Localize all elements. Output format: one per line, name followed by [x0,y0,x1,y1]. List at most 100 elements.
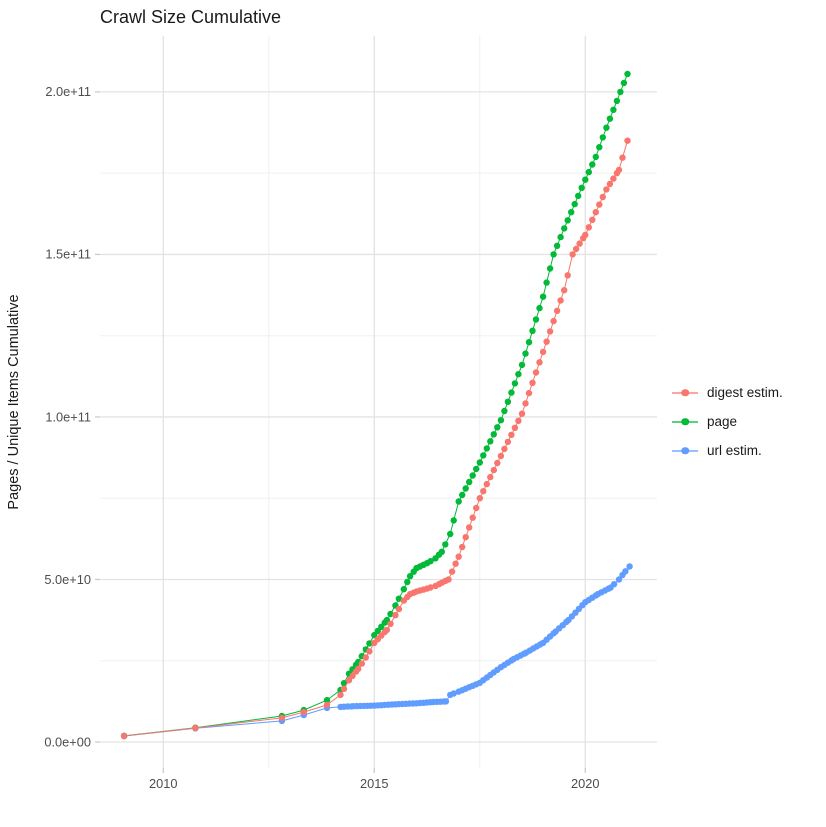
data-point [362,654,369,661]
data-point [497,452,505,460]
gridlines-minor [100,36,657,768]
data-point [473,465,480,473]
axis-ticks [95,91,586,773]
data-point [603,186,610,193]
data-point [578,184,585,191]
data-point [511,380,519,387]
data-point [490,466,497,474]
data-point [395,595,403,602]
data-point [515,417,522,424]
series-points-url-estim [120,563,633,740]
data-point [529,379,536,386]
data-point [543,338,550,345]
data-point [624,137,631,144]
data-point [589,216,596,223]
data-point [448,568,456,575]
data-point [615,166,623,174]
data-point [620,79,628,87]
data-point [525,389,533,397]
legend-item-url-estim: url estim. [672,436,783,465]
data-point [450,517,457,524]
y-tick-label: 5.0e+10 [44,572,91,587]
data-point [603,124,610,131]
legend-item-digest-estim: digest estim. [672,378,783,407]
data-point [613,97,621,105]
y-tick-label: 2.0e+11 [45,84,91,99]
data-point [572,245,580,253]
data-point [622,568,629,575]
data-point [619,154,626,161]
data-point [557,297,564,304]
data-point [508,431,515,438]
data-point [624,70,631,78]
data-point [546,265,554,272]
data-point [494,459,501,467]
data-point [323,701,331,709]
data-point [442,541,449,548]
data-point [571,200,578,208]
data-point [568,209,575,216]
data-point [480,488,487,495]
data-point [404,578,411,586]
chart-title: Crawl Size Cumulative [100,7,282,27]
data-point [518,410,526,417]
data-point [445,576,452,583]
x-tick-label: 2020 [571,776,599,791]
y-tick-label: 1.5e+11 [45,247,91,262]
data-point [383,626,391,634]
data-point [349,672,356,680]
series-points-page [120,70,631,739]
data-point [529,327,536,334]
data-point [536,359,543,366]
data-point [466,478,473,486]
data-point [501,407,508,415]
series-points-digest-estim [120,137,631,740]
legend-key-url-estim [672,443,698,458]
y-tick-label: 0.0e+00 [44,734,91,749]
data-point [504,398,512,405]
data-point [515,371,522,378]
data-point [599,193,606,201]
data-point [378,623,385,630]
data-point [511,424,519,431]
data-point [427,584,434,591]
data-point [536,304,543,312]
x-tick-label: 2010 [149,776,177,791]
legend-key-digest-estim [672,385,698,400]
data-point [610,106,617,114]
data-point [483,480,490,488]
data-point [615,576,623,583]
legend-label-page: page [707,414,738,429]
data-point [438,548,445,555]
x-tick-label: 2015 [360,776,388,791]
gridlines-major [100,36,657,768]
data-point [120,732,128,740]
data-point [592,209,599,216]
data-point [455,553,462,560]
data-point [355,665,362,673]
data-point [455,498,462,505]
x-axis-labels: 2010 2015 2020 [149,776,599,791]
data-point [501,445,508,453]
data-point [340,680,348,687]
data-point [300,708,307,716]
data-point [539,293,547,300]
data-point [626,563,633,570]
data-point [525,339,533,346]
data-point [459,543,466,551]
data-point [466,524,473,531]
data-point [494,424,501,431]
data-point [387,620,394,627]
data-point [532,369,540,376]
data-point [522,350,529,357]
data-point [469,514,476,521]
data-point [592,153,599,161]
data-point [610,581,618,588]
series-line-digest-estim [124,140,628,737]
data-point [585,168,592,176]
data-point [406,573,414,580]
data-point [442,698,450,705]
legend-dot-icon [681,388,689,397]
